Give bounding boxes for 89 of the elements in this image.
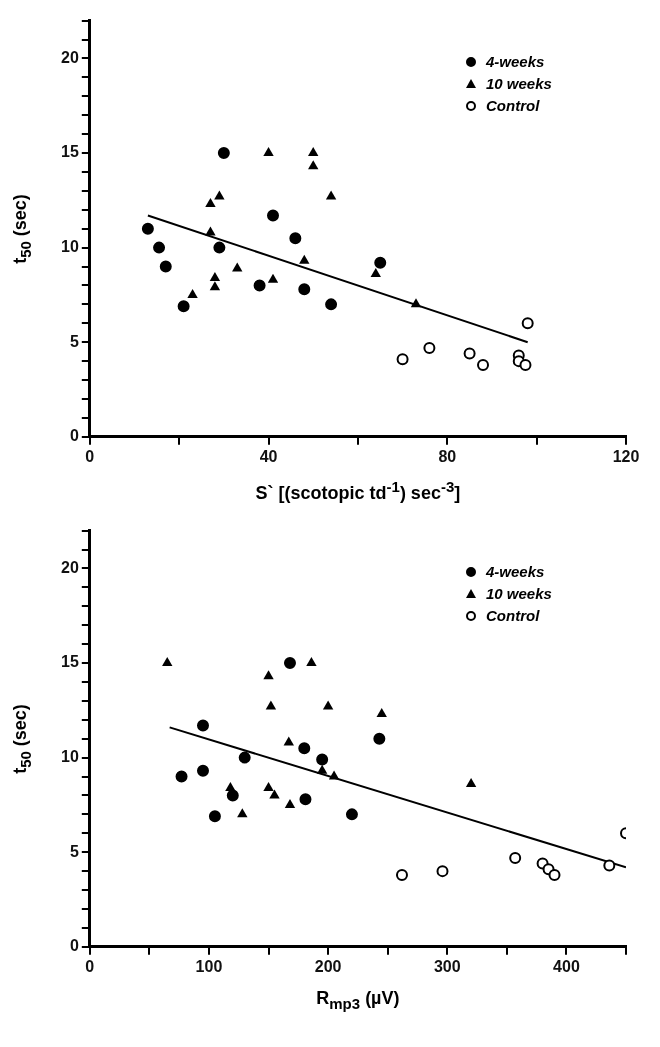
y-tick-label: 20 [61,48,79,66]
point [298,283,311,296]
x-axis-title: R$_{mp3}$ (µV) [315,988,401,1012]
legend-label: 4-weeks [486,53,545,71]
point [477,358,490,371]
point [225,781,236,791]
point [521,317,534,330]
point [373,732,386,745]
point [370,268,381,278]
point [396,353,409,366]
point [217,147,230,160]
x-tick-label: 300 [433,957,461,975]
point [548,868,561,881]
x-axis-title: S` [(scotopic td$^{-1}$) sec$^{-3}$] [254,478,462,504]
point [519,358,532,371]
point [141,222,154,235]
point [197,719,209,732]
x-tick-label: 0 [85,447,95,465]
point [209,271,221,281]
point [463,347,476,360]
point [289,232,302,245]
x-tick-label: 120 [612,447,640,465]
point [263,781,274,791]
legend-label: 10 weeks [486,585,552,603]
legend-label: 4-weeks [486,563,545,581]
point [209,281,221,291]
point [263,147,274,157]
y-tick-label: 0 [69,937,79,955]
point [226,789,239,802]
point [325,298,338,311]
point [153,241,166,254]
y-tick-label: 10 [61,238,79,256]
point [187,288,198,298]
point [284,798,296,808]
point [465,778,477,788]
point [177,300,190,313]
point [376,708,387,718]
point [509,851,522,864]
x-tick-label: 80 [438,447,457,465]
point [175,770,188,783]
point [237,808,248,818]
point [423,341,436,354]
y-tick-label: 5 [69,332,79,350]
point [214,190,225,200]
point [265,700,277,710]
x-tick-label: 40 [259,447,278,465]
x-tick-label: 200 [314,957,342,975]
point [410,298,422,308]
point [197,764,209,777]
point [316,764,328,774]
legend-label: Control [486,97,540,115]
point [325,190,337,200]
y-tick-label: 15 [61,653,79,671]
point [395,868,408,881]
y-tick-label: 20 [61,558,79,576]
y-tick-label: 10 [61,748,79,766]
point [345,808,358,821]
point [328,770,340,780]
point [374,256,387,269]
x-tick-label: 0 [85,957,95,975]
point [269,789,280,799]
point [253,279,266,292]
point [299,254,310,264]
legend-label: Control [486,607,540,625]
point [306,657,317,667]
point [159,260,172,273]
point [308,147,319,157]
point [205,198,216,208]
point [263,670,274,680]
point [299,793,312,806]
point [208,810,221,823]
x-tick-label: 100 [195,957,223,975]
point [308,160,319,170]
point [213,241,226,254]
point [316,753,329,766]
y-tick-label: 15 [61,143,79,161]
point [603,859,616,872]
point [238,751,251,764]
point [283,657,296,670]
point [322,700,334,710]
point [267,209,279,222]
x-tick-label: 400 [553,957,580,975]
point [298,742,311,755]
y-tick-label: 5 [69,842,79,860]
legend-label: 10 weeks [486,75,552,93]
point [436,865,449,878]
point [162,657,173,667]
point [267,273,279,283]
y-tick-label: 0 [69,427,79,445]
